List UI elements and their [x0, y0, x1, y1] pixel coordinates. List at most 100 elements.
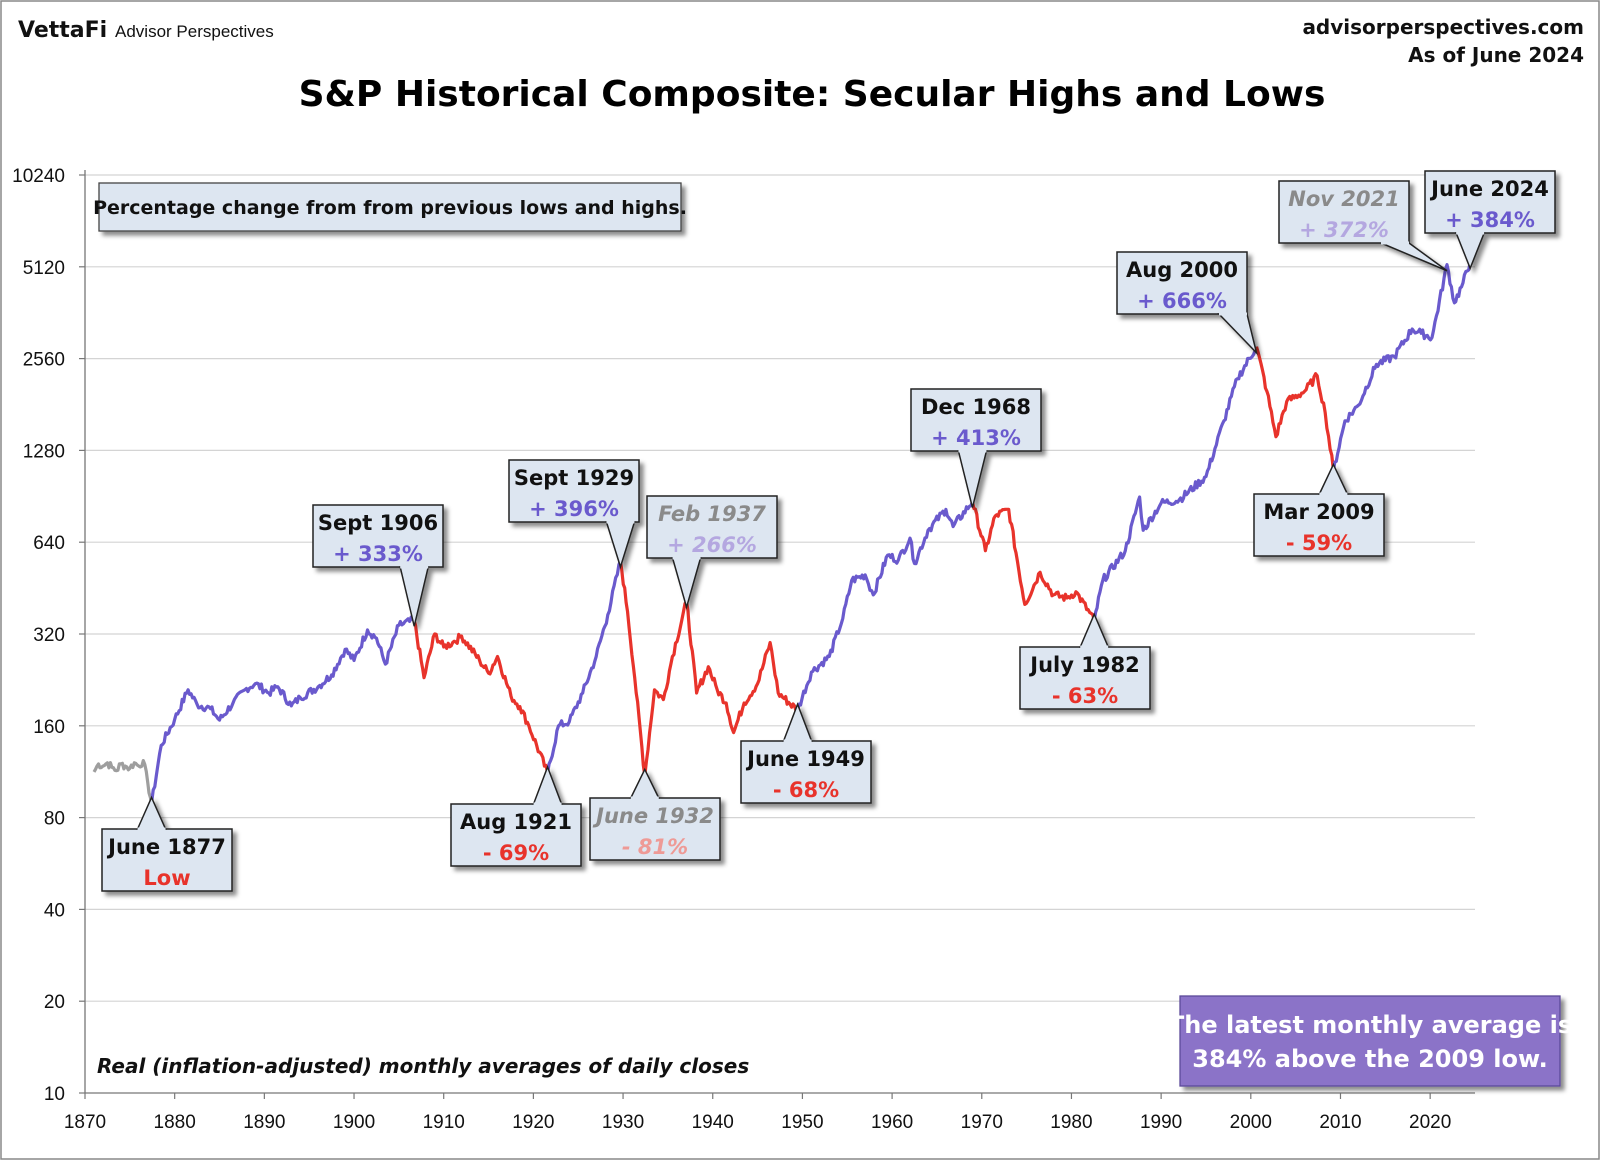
- series-segment-5: [796, 500, 974, 711]
- y-tick-label: 2560: [23, 350, 65, 371]
- callout-percent: + 666%: [1137, 289, 1227, 313]
- brand-logo: VettaFi: [18, 18, 107, 43]
- y-tick-label: 5120: [23, 258, 65, 279]
- callout-box: [646, 495, 778, 610]
- callout-date: Feb 1937: [658, 502, 766, 526]
- callout-date: July 1982: [1028, 653, 1139, 677]
- x-tick-label: 1980: [1050, 1112, 1092, 1133]
- series-segment-7: [1092, 346, 1259, 621]
- callout-box: [910, 388, 1042, 508]
- x-tick-label: 1950: [781, 1112, 823, 1133]
- callout-box: [312, 504, 444, 627]
- x-tick-label: 1960: [871, 1112, 913, 1133]
- callout-percent: - 81%: [622, 835, 688, 859]
- y-tick-label: 1280: [23, 441, 65, 462]
- site-url: advisorperspectives.com: [1302, 15, 1584, 39]
- x-tick-label: 1990: [1140, 1112, 1182, 1133]
- x-tick-label: 2010: [1319, 1112, 1361, 1133]
- x-tick-label: 1890: [243, 1112, 285, 1133]
- callout-box: [101, 795, 233, 892]
- y-tick-label: 20: [44, 992, 65, 1013]
- callout-percent: + 396%: [529, 497, 619, 521]
- callout-date: Aug 1921: [460, 810, 572, 834]
- callout-date: June 1932: [592, 804, 714, 828]
- y-tick-label: 640: [33, 533, 65, 554]
- x-tick-label: 2000: [1230, 1112, 1272, 1133]
- series-segment-3: [546, 560, 622, 774]
- callout-date: June 1949: [745, 747, 865, 771]
- x-tick-label: 1870: [64, 1112, 106, 1133]
- as-of-date: As of June 2024: [1408, 43, 1584, 67]
- series-segment-8: [1254, 346, 1335, 471]
- footnote: Real (inflation-adjusted) monthly averag…: [97, 1054, 749, 1078]
- callout-date: Aug 2000: [1126, 258, 1238, 282]
- callout-percent: + 333%: [333, 542, 423, 566]
- callout-rect: [1253, 493, 1385, 557]
- y-tick-label: 10240: [12, 166, 65, 187]
- summary-line-2: 384% above the 2009 low.: [1192, 1045, 1547, 1073]
- callout-date: Mar 2009: [1263, 500, 1374, 524]
- callout-rect: [1424, 170, 1556, 234]
- callout-box: [1424, 170, 1556, 271]
- callout-date: June 1877: [106, 835, 226, 859]
- x-tick-label: 1970: [961, 1112, 1003, 1133]
- callout-box: [740, 702, 872, 804]
- series-segment-4: [618, 560, 799, 777]
- series-segment-1: [149, 615, 415, 804]
- price-series: [92, 261, 1472, 804]
- callout-box: [508, 459, 640, 570]
- callout-rect: [508, 459, 640, 523]
- callout-rect: [1116, 251, 1248, 315]
- callout-box: [1019, 612, 1151, 710]
- callout-date: Dec 1968: [921, 395, 1031, 419]
- callout-percent: + 266%: [667, 533, 757, 557]
- axes: 10 20 40 80 160 320 640 1280 2560 5120 10240 1870 18…: [12, 166, 1475, 1133]
- callout-percent: - 68%: [773, 778, 839, 802]
- callout-box: [589, 767, 721, 861]
- y-tick-label: 80: [44, 809, 65, 830]
- x-tick-label: 1930: [602, 1112, 644, 1133]
- callout-rect: [1278, 180, 1410, 244]
- chart-title: S&P Historical Composite: Secular Highs …: [299, 74, 1326, 115]
- x-tick-label: 1880: [154, 1112, 196, 1133]
- y-tick-label: 160: [33, 717, 65, 738]
- callout-percent: - 59%: [1286, 531, 1352, 555]
- callout-rect: [589, 797, 721, 861]
- summary-box: [1179, 995, 1561, 1087]
- y-tick-label: 40: [44, 900, 65, 921]
- callout-box: [1253, 462, 1385, 557]
- y-tick-label: 320: [33, 625, 65, 646]
- callout-rect: [1019, 646, 1151, 710]
- callout-percent: Low: [143, 866, 190, 890]
- series-segment-0: [92, 759, 154, 804]
- summary-line-1: The latest monthly average is: [1168, 1011, 1572, 1039]
- series-segment-9: [1331, 261, 1472, 471]
- callout-box: [1278, 180, 1448, 272]
- callout-rect: [101, 828, 233, 892]
- series-segment-6: [970, 501, 1096, 621]
- callout-box: [450, 764, 582, 867]
- series-segment-2: [412, 619, 550, 774]
- y-tick-label: 10: [44, 1084, 65, 1105]
- brand-subtitle: Advisor Perspectives: [115, 22, 274, 41]
- note-box: [98, 182, 682, 232]
- x-tick-label: 1900: [333, 1112, 375, 1133]
- callout-rect: [646, 495, 778, 559]
- callout-date: Nov 2021: [1288, 187, 1399, 211]
- callout-box: [1116, 251, 1258, 356]
- callout-percent: - 63%: [1052, 684, 1118, 708]
- x-tick-label: 1910: [423, 1112, 465, 1133]
- callout-percent: + 413%: [931, 426, 1021, 450]
- callouts: June 1877 Low Sept 1906 + 333% Aug 1921 - 69%…: [101, 170, 1556, 892]
- callout-rect: [450, 803, 582, 867]
- x-tick-label: 2020: [1409, 1112, 1451, 1133]
- callout-date: June 2024: [1429, 177, 1549, 201]
- callout-percent: + 372%: [1299, 218, 1389, 242]
- callout-rect: [312, 504, 444, 568]
- x-tick-label: 1920: [512, 1112, 554, 1133]
- callout-percent: - 69%: [483, 841, 549, 865]
- callout-percent: + 384%: [1445, 208, 1535, 232]
- note-text: Percentage change from from previous low…: [93, 197, 687, 219]
